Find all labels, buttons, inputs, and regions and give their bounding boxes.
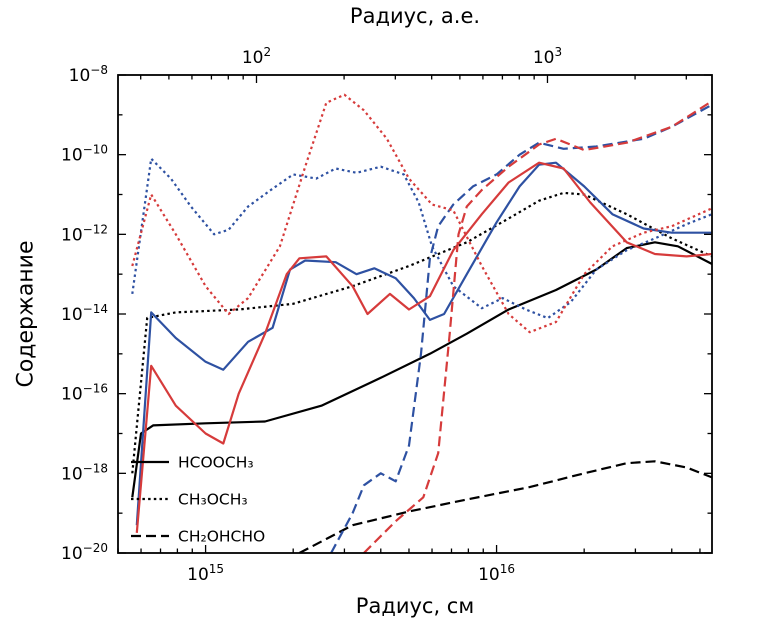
- series-line-hcooch3-black: [131, 241, 712, 498]
- svg-text:103: 103: [533, 45, 562, 68]
- legend-label: HCOOCH₃: [178, 454, 254, 472]
- series-line-ch3och3-black: [131, 191, 712, 474]
- svg-text:10−12: 10−12: [61, 222, 108, 245]
- series-line-ch2ohcho-black: [298, 460, 712, 553]
- svg-text:1016: 1016: [478, 562, 515, 585]
- axes-ticks: 1015 1016 102 103 10−8 10−10 10−12 10−14 10−16 10…: [61, 45, 712, 585]
- series-line-hcooch3-blue: [135, 161, 712, 526]
- series-line-ch2ohcho-blue: [330, 103, 712, 553]
- svg-text:10−8: 10−8: [69, 63, 108, 86]
- legend-label: CH₃OCH₃: [178, 491, 248, 509]
- series-line-ch3och3-blue: [131, 157, 712, 320]
- series-line-ch3och3-red: [131, 93, 712, 334]
- svg-text:10−18: 10−18: [61, 461, 108, 484]
- svg-text:1015: 1015: [187, 562, 224, 585]
- x-axis-bottom-title: Радиус, см: [355, 594, 475, 618]
- svg-text:10−14: 10−14: [61, 302, 108, 325]
- svg-text:10−10: 10−10: [61, 143, 108, 166]
- series-line-hcooch3-red: [135, 161, 712, 533]
- svg-text:10−20: 10−20: [61, 541, 108, 564]
- series-line-ch2ohcho-red: [363, 100, 712, 553]
- x-axis-top-title: Радиус, а.е.: [349, 4, 481, 28]
- legend: HCOOCH₃ CH₃OCH₃ CH₂OHCHO: [131, 454, 265, 546]
- svg-text:102: 102: [242, 45, 271, 68]
- legend-label: CH₂OHCHO: [178, 528, 265, 546]
- series-group: [131, 93, 712, 553]
- svg-text:10−16: 10−16: [61, 382, 108, 405]
- plot-frame: [117, 74, 713, 554]
